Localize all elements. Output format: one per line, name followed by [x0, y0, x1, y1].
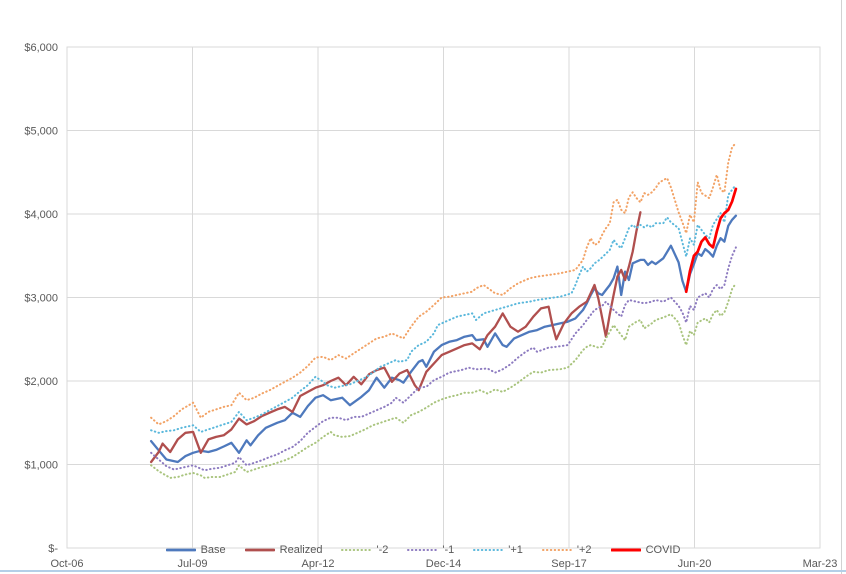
y-tick-label: $- [48, 543, 58, 555]
x-axis-labels[interactable]: Oct-06 Jul-09 Apr-12 Dec-14 Sep-17 Jun-20 Mar-… [50, 558, 837, 570]
y-tick-label: $1,000 [24, 460, 58, 472]
series--1-line[interactable] [150, 246, 737, 472]
legend-label: COVID [645, 543, 681, 556]
chart-legend[interactable]: Base Realized '-2 '-1 '+1 '+2 COVID [0, 541, 846, 558]
x-tick-label: Sep-17 [551, 558, 586, 570]
legend-item-covid[interactable]: COVID [610, 543, 681, 556]
legend-label: '-1 [442, 543, 455, 556]
legend-line-swatch [407, 548, 438, 551]
x-tick-label: Oct-06 [50, 558, 83, 570]
legend-line-swatch [244, 548, 275, 551]
legend-item-base[interactable]: Base [165, 543, 226, 556]
window-right-border [841, 0, 842, 574]
y-tick-label: $3,000 [24, 293, 58, 305]
y-tick-label: $4,000 [24, 209, 58, 221]
legend-line-swatch [341, 548, 372, 551]
legend-label: '-2 [376, 543, 389, 556]
legend-label: Realized [279, 543, 323, 556]
y-tick-label: $5,000 [24, 126, 58, 138]
legend-line-swatch [541, 548, 572, 551]
legend-line-swatch [610, 547, 641, 552]
series-base-line[interactable] [149, 214, 738, 464]
legend-item--2[interactable]: '-2 [341, 544, 388, 556]
x-tick-label: Mar-23 [803, 558, 838, 570]
legend-label: '+1 [508, 543, 523, 556]
series-realized-line[interactable] [149, 211, 642, 464]
x-tick-label: Apr-12 [301, 558, 334, 570]
legend-item--1[interactable]: '-1 [407, 544, 454, 556]
legend-label: Base [200, 543, 226, 556]
plot-border [66, 46, 821, 549]
series-covid-line[interactable] [684, 187, 738, 294]
series-group [149, 142, 738, 479]
legend-line-swatch [165, 548, 196, 551]
series-+2-line[interactable] [150, 142, 737, 426]
legend-line-swatch [473, 548, 504, 551]
legend-item-realized[interactable]: Realized [244, 543, 323, 556]
legend-label: '+2 [576, 543, 592, 556]
plot-border-rect [66, 46, 821, 549]
series--2-line[interactable] [150, 282, 737, 479]
window-bottom-border [0, 570, 846, 572]
y-tick-label: $2,000 [24, 376, 58, 388]
series-+1-line[interactable] [150, 183, 737, 434]
x-tick-label: Jun-20 [678, 558, 712, 570]
legend-item-+2[interactable]: '+2 [541, 543, 592, 556]
legend-item-+1[interactable]: '+1 [473, 544, 523, 556]
x-tick-label: Dec-14 [426, 558, 461, 570]
y-tick-label: $6,000 [24, 42, 58, 54]
y-axis-labels[interactable]: $6,000 $5,000 $4,000 $3,000 $2,000 $1,000 $- [24, 42, 58, 555]
x-tick-label: Jul-09 [178, 558, 208, 570]
